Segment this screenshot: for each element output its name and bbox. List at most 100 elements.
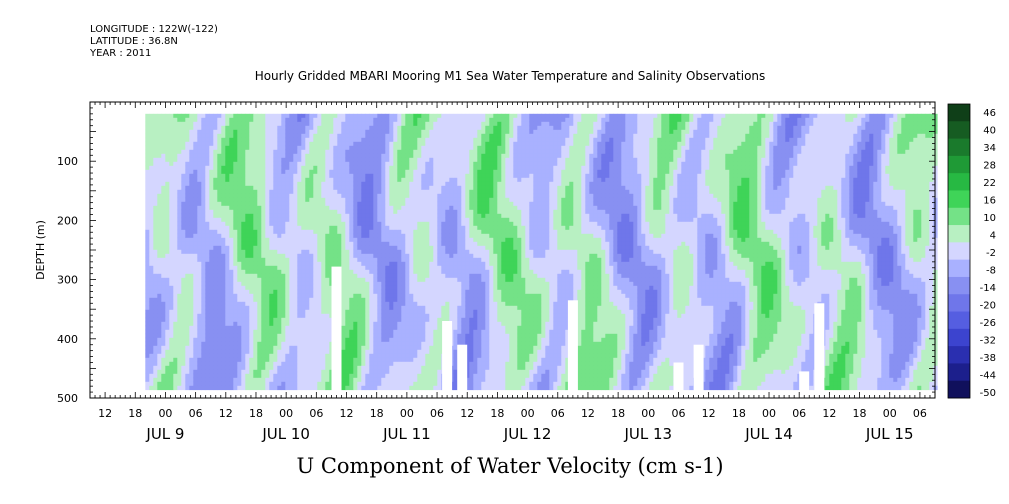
velocity-cell	[305, 325, 310, 331]
velocity-cell	[145, 333, 150, 339]
velocity-cell	[325, 257, 330, 263]
velocity-cell	[173, 373, 178, 379]
velocity-cell	[413, 233, 418, 239]
velocity-cell	[397, 137, 402, 143]
velocity-cell	[149, 297, 154, 303]
velocity-cell	[297, 277, 302, 283]
velocity-cell	[381, 133, 386, 139]
velocity-cell	[345, 385, 350, 391]
velocity-cell	[429, 385, 434, 391]
velocity-cell	[325, 325, 330, 331]
velocity-cell	[197, 113, 202, 119]
velocity-cell	[425, 237, 430, 243]
velocity-cell	[277, 353, 282, 359]
velocity-cell	[161, 325, 166, 331]
velocity-cell	[237, 381, 242, 387]
velocity-cell	[349, 193, 354, 199]
velocity-cell	[417, 257, 422, 263]
velocity-cell	[377, 333, 382, 339]
velocity-cell	[205, 261, 210, 267]
velocity-cell	[317, 121, 322, 127]
velocity-cell	[229, 233, 234, 239]
velocity-cell	[189, 341, 194, 347]
velocity-cell	[309, 385, 314, 391]
velocity-cell	[205, 369, 210, 375]
velocity-cell	[169, 189, 174, 195]
velocity-cell	[337, 185, 342, 191]
velocity-cell	[229, 349, 234, 355]
velocity-cell	[197, 289, 202, 295]
velocity-cell	[281, 197, 286, 203]
velocity-cell	[377, 337, 382, 343]
velocity-cell	[325, 293, 330, 299]
velocity-cell	[421, 301, 426, 307]
velocity-cell	[325, 217, 330, 223]
velocity-cell	[153, 285, 158, 291]
velocity-cell	[277, 357, 282, 363]
velocity-cell	[297, 333, 302, 339]
velocity-cell	[209, 285, 214, 291]
velocity-cell	[421, 277, 426, 283]
velocity-cell	[389, 161, 394, 167]
velocity-cell	[189, 253, 194, 259]
velocity-cell	[309, 345, 314, 351]
velocity-cell	[377, 353, 382, 359]
velocity-cell	[381, 129, 386, 135]
velocity-cell	[257, 273, 262, 279]
velocity-cell	[209, 329, 214, 335]
velocity-cell	[221, 353, 226, 359]
velocity-cell	[277, 249, 282, 255]
velocity-cell	[177, 113, 182, 119]
velocity-cell	[269, 333, 274, 339]
velocity-cell	[313, 189, 318, 195]
velocity-cell	[213, 169, 218, 175]
velocity-cell	[181, 233, 186, 239]
velocity-cell	[413, 301, 418, 307]
velocity-cell	[425, 185, 430, 191]
velocity-cell	[373, 357, 378, 363]
velocity-cell	[373, 213, 378, 219]
velocity-cell	[221, 245, 226, 251]
velocity-cell	[245, 173, 250, 179]
velocity-cell	[185, 373, 190, 379]
velocity-cell	[169, 209, 174, 215]
velocity-cell	[257, 353, 262, 359]
velocity-cell	[389, 153, 394, 159]
velocity-cell	[177, 361, 182, 367]
velocity-cell	[261, 301, 266, 307]
velocity-cell	[265, 273, 270, 279]
velocity-cell	[397, 121, 402, 127]
velocity-cell	[165, 225, 170, 231]
velocity-cell	[405, 381, 410, 387]
velocity-cell	[377, 277, 382, 283]
velocity-cell	[385, 193, 390, 199]
velocity-cell	[309, 201, 314, 207]
velocity-cell	[169, 157, 174, 163]
velocity-cell	[297, 265, 302, 271]
velocity-cell	[253, 189, 258, 195]
velocity-cell	[381, 325, 386, 331]
velocity-cell	[197, 133, 202, 139]
velocity-cell	[345, 237, 350, 243]
velocity-cell	[201, 201, 206, 207]
velocity-cell	[165, 185, 170, 191]
velocity-cell	[305, 245, 310, 251]
velocity-cell	[201, 337, 206, 343]
velocity-cell	[237, 241, 242, 247]
velocity-cell	[325, 357, 330, 363]
velocity-cell	[273, 257, 278, 263]
velocity-cell	[277, 361, 282, 367]
velocity-cell	[213, 293, 218, 299]
velocity-cell	[353, 137, 358, 143]
velocity-cell	[417, 377, 422, 383]
velocity-cell	[253, 245, 258, 251]
velocity-cell	[149, 145, 154, 151]
velocity-cell	[309, 141, 314, 147]
velocity-cell	[385, 145, 390, 151]
velocity-cell	[237, 193, 242, 199]
velocity-cell	[281, 321, 286, 327]
velocity-cell	[237, 113, 242, 119]
velocity-cell	[277, 373, 282, 379]
velocity-cell	[349, 321, 354, 327]
velocity-cell	[189, 121, 194, 127]
